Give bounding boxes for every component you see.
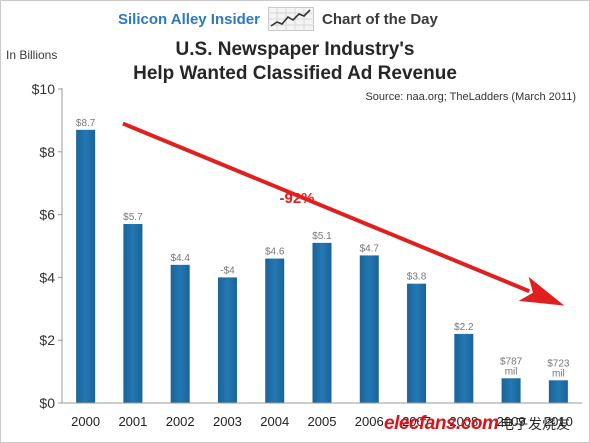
chart-subtitle: Help Wanted Classified Ad Revenue: [133, 63, 457, 84]
chart-title: U.S. Newspaper Industry's: [175, 39, 415, 60]
x-tick-label: 2002: [166, 414, 195, 429]
y-tick-label: $6: [39, 207, 55, 223]
x-tick-label: 2001: [118, 414, 147, 429]
x-tick-label: 2003: [213, 414, 242, 429]
bar-2008: [454, 333, 474, 403]
watermark-text: elecfans.com: [384, 413, 499, 434]
x-tick-label: 2009: [497, 414, 526, 429]
data-label: $5.1: [312, 231, 332, 242]
bar-2001: [123, 224, 143, 403]
y-tick-label: $0: [39, 395, 55, 411]
decline-arrow-head: [518, 276, 565, 306]
bar-2002: [170, 264, 190, 403]
decline-arrow-shaft: [122, 121, 530, 294]
y-tick-label: $10: [32, 81, 56, 97]
source-note: Source: naa.org; TheLadders (March 2011): [365, 91, 576, 103]
x-tick-label: 2005: [308, 414, 337, 429]
data-label-unit: mil: [552, 368, 565, 379]
x-tick-label: 2008: [449, 414, 478, 429]
sparkline-chart-icon: [268, 7, 314, 31]
data-label: $8.7: [76, 118, 96, 129]
banner: Silicon Alley Insider Chart of the Day: [118, 7, 438, 31]
data-label: $2.2: [454, 322, 474, 333]
y-tick-label: $4: [39, 269, 55, 285]
y-tick-label: $2: [39, 332, 55, 348]
bar-2009: [501, 378, 521, 403]
data-label: $5.7: [123, 212, 143, 223]
data-label-unit: mil: [505, 366, 518, 377]
bar-2003: [217, 277, 237, 403]
x-tick-label: 2010: [544, 414, 573, 429]
data-label: -$4: [220, 265, 235, 276]
watermark-cn-text: 电子发烧友: [500, 417, 570, 433]
x-tick-label: 2007: [402, 414, 431, 429]
unit-label: In Billions: [6, 48, 58, 62]
x-tick-label: 2004: [260, 414, 289, 429]
bar-2005: [312, 242, 332, 403]
x-tick-label: 2000: [71, 414, 100, 429]
brand-name: Silicon Alley Insider: [118, 10, 260, 28]
y-tick-label: $8: [39, 144, 55, 160]
data-label: $787: [500, 356, 523, 367]
data-label: $4.4: [170, 253, 190, 264]
chart-title-block: U.S. Newspaper Industry's Help Wanted Cl…: [0, 38, 590, 86]
bar-2006: [359, 255, 379, 403]
data-label: $4.7: [360, 243, 380, 254]
bar-2004: [265, 258, 285, 403]
data-label: $723: [547, 358, 570, 369]
data-label: $4.6: [265, 247, 285, 258]
chart-of-the-day-label: Chart of the Day: [322, 10, 438, 28]
data-label: $3.8: [407, 272, 427, 283]
bar-2007: [407, 283, 427, 403]
decline-percent-label: -92%: [279, 190, 314, 207]
bar-2010: [548, 380, 568, 403]
bar-2000: [76, 129, 96, 403]
x-tick-label: 2006: [355, 414, 384, 429]
